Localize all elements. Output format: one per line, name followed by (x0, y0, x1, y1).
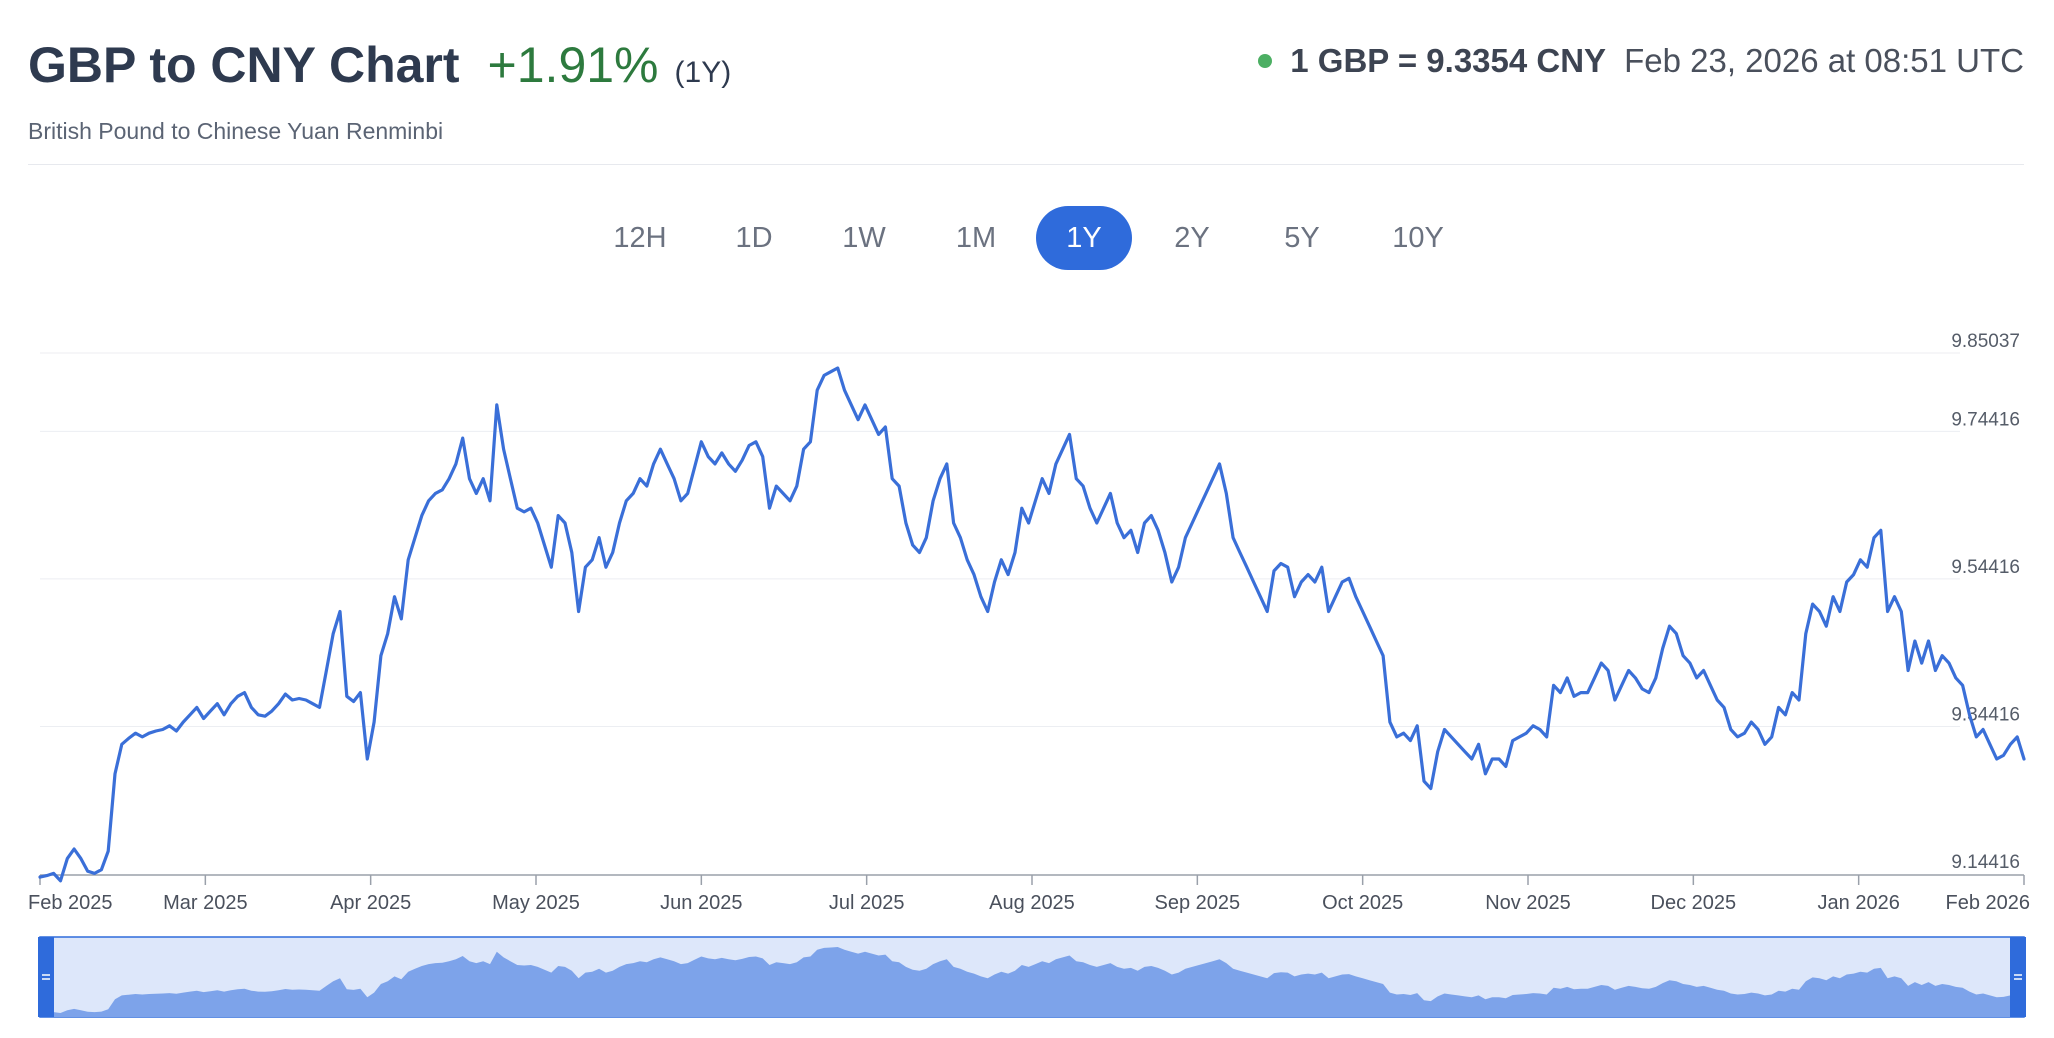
y-tick-label: 9.54416 (1951, 557, 2020, 578)
tab-10y[interactable]: 10Y (1392, 222, 1444, 254)
rate-value: 1 GBP = 9.3354 CNY (1290, 42, 1607, 79)
tab-1y[interactable]: 1Y (1036, 206, 1132, 270)
title-row: GBP to CNY Chart +1.91% (1Y) (28, 36, 731, 94)
navigator-area (40, 947, 2024, 1017)
header-divider (28, 164, 2024, 165)
y-tick-label: 9.34416 (1951, 704, 2020, 725)
x-tick-label: Jul 2025 (829, 892, 905, 914)
x-tick-label: May 2025 (492, 892, 580, 914)
x-tick-label: Feb 2026 (1945, 892, 2030, 914)
y-tick-label: 9.85037 (1951, 331, 2020, 352)
rate-timestamp: Feb 23, 2026 at 08:51 UTC (1624, 42, 2024, 79)
x-tick-label: Aug 2025 (989, 892, 1075, 914)
page-title: GBP to CNY Chart (28, 37, 460, 93)
chart-header: GBP to CNY Chart +1.91% (1Y) British Pou… (28, 36, 2024, 166)
x-tick-label: Sep 2025 (1155, 892, 1241, 914)
y-tick-label: 9.14416 (1951, 852, 2020, 873)
time-range-tabs: 12H 1D 1W 1M 1Y 2Y 5Y 10Y (0, 206, 2054, 270)
tab-1w[interactable]: 1W (842, 222, 886, 254)
series-line (38, 366, 2026, 883)
x-tick-label: Apr 2025 (330, 892, 411, 914)
navigator-left-handle[interactable] (38, 937, 54, 1017)
x-tick-label: Oct 2025 (1322, 892, 1403, 914)
x-tick-label: Mar 2025 (163, 892, 248, 914)
x-tick-label: Feb 2025 (28, 892, 113, 914)
exchange-rate-chart[interactable]: 9.85037 9.74416 9.54416 9.34416 9.14416 Feb 2… (0, 300, 2054, 1030)
x-tick-label: Jan 2026 (1818, 892, 1900, 914)
live-status-dot-icon (1258, 54, 1273, 68)
page-subtitle: British Pound to Chinese Yuan Renminbi (28, 118, 444, 144)
y-tick-label: 9.74416 (1951, 409, 2020, 430)
x-tick-label: Dec 2025 (1651, 892, 1737, 914)
x-tick-label: Nov 2025 (1485, 892, 1571, 914)
tab-5y[interactable]: 5Y (1284, 222, 1320, 254)
period-label: (1Y) (674, 56, 732, 89)
tab-1m[interactable]: 1M (955, 222, 997, 254)
tab-12h[interactable]: 12H (613, 222, 667, 254)
navigator-right-handle[interactable] (2010, 937, 2026, 1017)
x-tick-label: Jun 2025 (660, 892, 742, 914)
live-rate: 1 GBP = 9.3354 CNY Feb 23, 2026 at 08:51… (1258, 42, 2024, 80)
tab-2y[interactable]: 2Y (1174, 222, 1210, 254)
percent-change: +1.91% (487, 37, 659, 93)
tab-1d[interactable]: 1D (735, 222, 773, 254)
